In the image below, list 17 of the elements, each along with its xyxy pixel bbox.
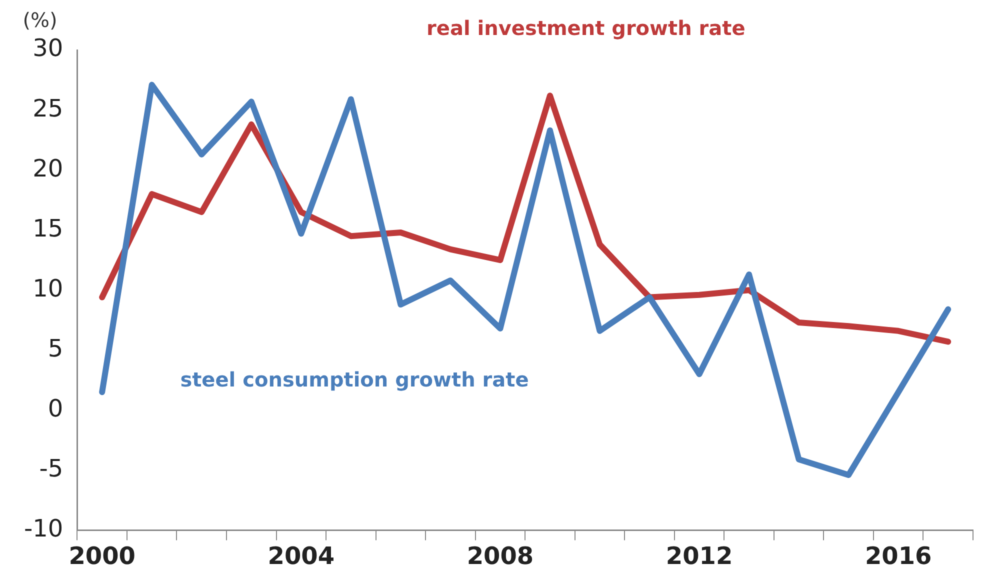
x-tick-label: 2012 — [666, 542, 733, 570]
x-tick-label: 2008 — [466, 542, 534, 570]
y-tick-label: 10 — [32, 274, 64, 302]
y-tick-label: 5 — [48, 334, 64, 362]
x-tick-label: 2000 — [68, 542, 136, 570]
x-tick-label: 2016 — [864, 542, 932, 570]
x-tick-label: 2004 — [268, 542, 335, 570]
y-tick-label: 30 — [32, 34, 64, 62]
y-tick-label: 0 — [48, 394, 64, 422]
y-tick-label: -5 — [39, 454, 64, 482]
y-tick-label: -10 — [24, 514, 64, 542]
y-axis-title: (%) — [22, 8, 58, 32]
y-tick-label: 25 — [32, 94, 64, 122]
y-tick-label: 15 — [32, 214, 64, 242]
text: steel consumption growth rate — [180, 368, 529, 392]
text: real investment growth rate — [426, 16, 746, 40]
y-tick-label: 20 — [32, 154, 64, 182]
